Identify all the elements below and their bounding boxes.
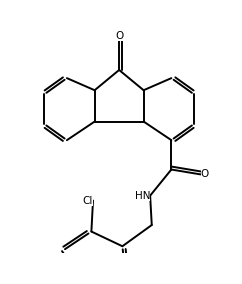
Text: O: O: [115, 31, 123, 41]
Text: O: O: [201, 170, 209, 179]
Text: Cl: Cl: [83, 196, 93, 206]
Text: HN: HN: [135, 191, 150, 201]
